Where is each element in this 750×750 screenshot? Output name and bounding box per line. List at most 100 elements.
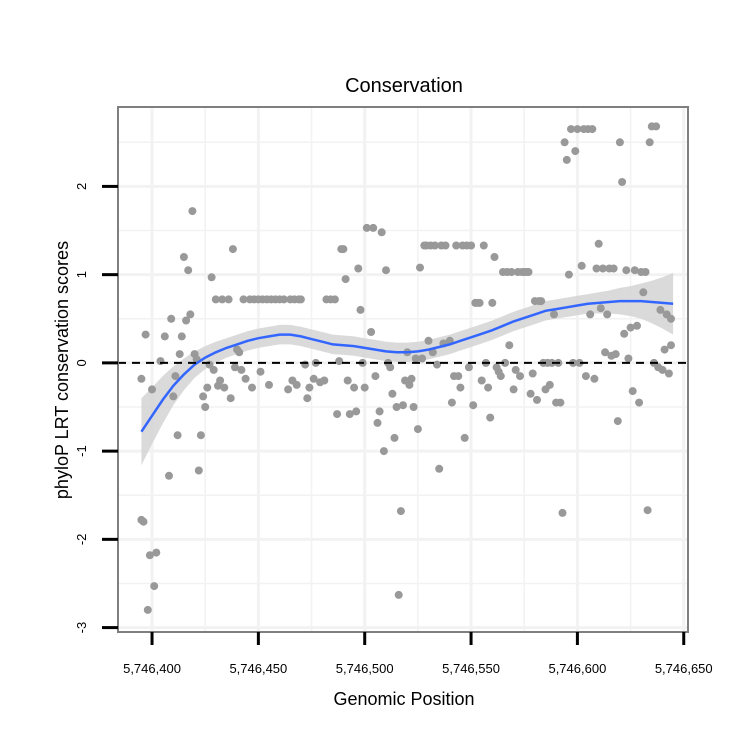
data-point [171, 372, 180, 381]
y-axis-label: phyloP LRT conservation scores [52, 241, 72, 499]
data-point [603, 310, 612, 319]
data-point [571, 147, 580, 156]
data-point [137, 374, 146, 383]
data-point [362, 223, 371, 232]
data-point [320, 376, 329, 385]
data-point [296, 295, 305, 304]
data-point [160, 332, 169, 341]
data-points [137, 122, 675, 614]
data-point [165, 471, 173, 480]
data-point [550, 310, 558, 319]
data-point [469, 401, 478, 410]
data-point [228, 245, 237, 254]
y-tick-label: 0 [74, 359, 89, 366]
data-point [633, 321, 641, 330]
data-point [479, 241, 488, 250]
data-point [460, 433, 469, 442]
data-point [667, 341, 675, 350]
data-point [615, 138, 624, 147]
data-point [256, 367, 265, 376]
data-point [581, 372, 590, 381]
data-point [477, 376, 486, 385]
data-point [201, 403, 210, 411]
data-point [405, 380, 414, 389]
data-point [265, 380, 273, 389]
data-point [452, 241, 461, 250]
data-point [237, 365, 246, 374]
data-point [377, 228, 386, 237]
data-point [409, 403, 418, 411]
data-point [507, 268, 516, 276]
data-point [624, 354, 633, 363]
data-point [618, 178, 627, 186]
data-point [301, 360, 310, 369]
data-point [588, 125, 597, 134]
data-point [279, 295, 288, 304]
data-point [303, 394, 312, 403]
data-point [241, 374, 250, 383]
data-point [341, 275, 350, 284]
data-point [224, 295, 233, 304]
data-point [339, 245, 348, 254]
data-point [505, 341, 514, 350]
data-point [390, 433, 399, 442]
data-point [152, 548, 161, 557]
y-axis-ticks: -3 -2 -1 0 1 2 [74, 183, 118, 633]
data-point [413, 425, 422, 434]
x-tick-label: 5,746,450 [229, 661, 287, 676]
x-axis-ticks: 5,746,400 5,746,450 5,746,500 5,746,550 5,74… [123, 632, 713, 676]
data-point [447, 398, 456, 407]
data-point [330, 295, 339, 304]
data-point [547, 358, 556, 367]
data-point [184, 266, 193, 275]
data-point [186, 310, 195, 319]
panel-border [117, 106, 689, 633]
data-point [577, 261, 586, 270]
data-point [596, 304, 605, 313]
data-point [567, 125, 575, 134]
data-point [620, 329, 629, 338]
data-point [218, 295, 227, 304]
data-point [556, 398, 565, 407]
confidence-band [141, 272, 674, 466]
data-point [226, 394, 235, 403]
data-point [292, 380, 301, 389]
data-point [392, 403, 401, 411]
data-point [345, 410, 354, 419]
data-point [203, 383, 212, 392]
data-point [641, 268, 650, 276]
data-point [630, 266, 639, 275]
data-point [598, 264, 607, 273]
data-point [188, 207, 197, 216]
data-point [411, 354, 420, 363]
data-point [575, 358, 584, 367]
data-point [511, 365, 520, 374]
data-point [533, 395, 541, 404]
data-point [379, 447, 388, 456]
data-point [639, 288, 648, 297]
data-point [454, 372, 463, 381]
data-point [622, 266, 631, 275]
y-tick-label: 2 [74, 183, 89, 190]
data-point [354, 264, 363, 273]
data-point [371, 372, 380, 381]
data-point [343, 376, 352, 385]
data-point [475, 298, 484, 307]
data-point [573, 125, 582, 134]
data-point [537, 297, 546, 306]
data-point [490, 253, 499, 261]
data-point [658, 365, 667, 374]
data-point [407, 374, 416, 383]
data-point [182, 316, 191, 325]
x-axis-label: Genomic Position [333, 689, 474, 709]
data-point [373, 418, 382, 427]
data-point [660, 345, 669, 354]
data-point [209, 365, 218, 374]
y-tick-label: 1 [74, 271, 89, 278]
data-point [356, 305, 365, 314]
data-point [467, 241, 476, 250]
data-point [350, 383, 359, 392]
y-tick-label: -1 [74, 445, 89, 457]
data-point [526, 389, 535, 398]
data-point [216, 376, 225, 385]
